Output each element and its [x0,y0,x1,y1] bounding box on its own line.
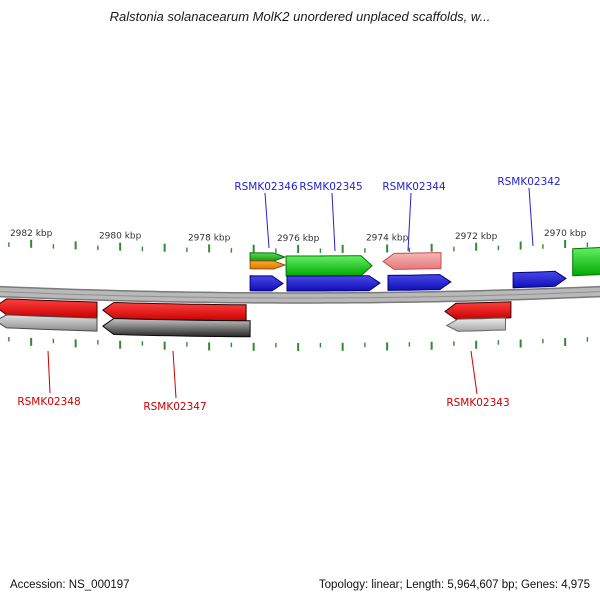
gene-label-leader-line [47,350,51,394]
backbone-band [0,285,600,304]
gene-label: RSMK02343 [446,397,509,409]
gene-feature [0,314,98,332]
gene-feature [387,274,452,291]
ruler-label: 2970 kbp [544,229,587,239]
gene-label: RSMK02348 [17,396,80,408]
gene-label: RSMK02346 [234,181,298,193]
genome-summary-text: Topology: linear; Length: 5,964,607 bp; … [318,579,590,591]
ruler-label: 2980 kbp [99,232,142,242]
gene-feature [249,260,287,270]
ruler-label: 2978 kbp [188,233,231,243]
ruler-label: 2974 kbp [366,233,409,243]
ruler-label: 2976 kbp [277,234,320,244]
map-title: Ralstonia solanacearum MolK2 unordered u… [109,9,491,24]
gene-feature [285,255,373,277]
ruler-label: 2982 kbp [10,229,53,239]
backbone-centerline [0,291,600,299]
gene-label: RSMK02344 [382,181,446,193]
gene-feature [512,270,567,289]
gene-feature [286,275,381,292]
gene-feature [101,301,247,322]
gene-feature [382,252,442,270]
accession-text: Accession: NS_000197 [10,579,130,591]
gene-feature [444,301,512,320]
gene-label-leader-line [264,192,270,249]
status-bar: Accession: NS_000197 Topology: linear; L… [0,579,600,591]
gene-label: RSMK02347 [143,401,206,413]
gene-label-leader-line [331,192,336,252]
gene-label-leader-line [172,350,177,399]
gene-feature [445,317,506,332]
gene-feature [101,317,251,338]
gene-feature [249,275,284,292]
gene-label: RSMK02342 [497,176,560,188]
gene-feature [572,247,600,277]
gene-label-leader-line [528,187,534,247]
gene-label-leader-line [470,350,478,395]
ruler-label: 2972 kbp [455,232,498,242]
gene-label-leader-line [407,192,412,252]
gene-feature [249,252,287,262]
gene-label: RSMK02345 [299,181,362,193]
